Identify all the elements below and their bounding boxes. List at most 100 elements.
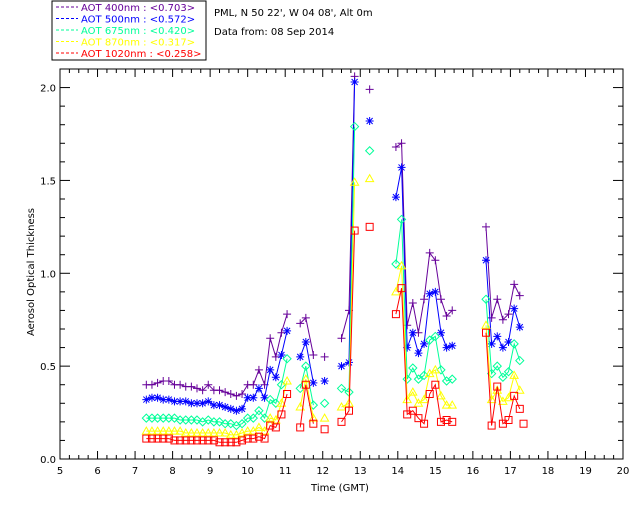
data-point (204, 436, 213, 445)
data-point (283, 310, 292, 319)
data-point (164, 434, 173, 443)
data-point (296, 352, 305, 361)
data-point (238, 436, 247, 445)
series-line (299, 384, 314, 428)
data-point (309, 351, 318, 359)
x-tick-label: 10 (241, 466, 254, 477)
series-2 (141, 121, 525, 431)
data-point (424, 335, 435, 345)
series-1 (142, 78, 524, 415)
data-point (271, 398, 281, 408)
data-point (345, 358, 354, 367)
data-point (226, 390, 235, 398)
data-point (170, 397, 179, 406)
data-point (296, 423, 305, 432)
data-point (509, 339, 519, 349)
data-point (436, 328, 445, 337)
data-point (402, 374, 412, 384)
data-point (309, 378, 318, 387)
data-point (153, 393, 162, 402)
data-point (413, 374, 424, 384)
x-tick-label: 11 (279, 466, 292, 477)
data-point (254, 406, 264, 416)
data-point (493, 295, 502, 304)
data-point (169, 413, 180, 423)
plot-frame (59, 68, 624, 460)
data-point (336, 401, 347, 411)
legend-entry: AOT 400nm : <0.703> (81, 3, 195, 14)
data-point (349, 177, 360, 186)
data-point (436, 390, 446, 400)
data-point (282, 375, 292, 385)
data-point (482, 328, 491, 337)
series-line (146, 393, 288, 443)
data-point (481, 320, 491, 329)
data-point (209, 436, 218, 445)
data-point (225, 429, 236, 439)
data-point (170, 436, 179, 445)
data-point (300, 374, 311, 383)
data-point (447, 374, 457, 384)
data-point (221, 403, 230, 411)
data-point (320, 352, 329, 361)
data-point (515, 323, 524, 332)
data-point (204, 380, 213, 389)
data-point (214, 417, 225, 427)
data-point (482, 222, 491, 231)
data-point (493, 332, 502, 341)
data-point (147, 380, 156, 389)
data-point (242, 426, 253, 435)
data-point (448, 417, 457, 426)
data-point (365, 85, 374, 94)
data-point (397, 139, 406, 148)
data-point (448, 306, 457, 315)
data-point (391, 259, 401, 269)
data-point (232, 391, 241, 400)
data-point (487, 421, 496, 430)
data-point (277, 410, 286, 419)
data-point (504, 338, 513, 346)
data-point (259, 426, 270, 435)
data-point (487, 313, 496, 322)
data-point (186, 427, 197, 437)
x-tick-label: 14 (391, 466, 404, 477)
data-point (402, 394, 413, 404)
data-point (215, 386, 224, 395)
data-point (419, 394, 429, 404)
data-point (220, 427, 231, 437)
x-tick-label: 5 (57, 466, 63, 477)
x-tick-label: 7 (132, 466, 138, 477)
data-point (203, 427, 214, 437)
data-point (204, 397, 213, 406)
x-axis: 5 6 7 8 9 10 11 12 13 14 15 16 17 18 19 20 (57, 69, 629, 477)
data-point (164, 377, 173, 385)
data-point (407, 387, 418, 396)
data-point (486, 368, 497, 379)
data-point (319, 413, 330, 422)
data-point (226, 438, 235, 447)
data-point (504, 416, 513, 424)
data-point (232, 406, 241, 415)
data-point (498, 343, 507, 352)
data-point (277, 328, 286, 337)
data-point (260, 434, 269, 443)
data-point (364, 146, 375, 156)
x-tick-label: 13 (354, 466, 367, 477)
data-point (147, 434, 156, 443)
data-point (163, 426, 174, 435)
data-point (436, 295, 445, 304)
y-tick-label: 1.5 (40, 176, 56, 187)
data-point (414, 414, 423, 423)
data-point (147, 393, 156, 402)
data-point (519, 419, 528, 428)
data-point (249, 393, 258, 402)
data-point (192, 436, 201, 445)
data-point (408, 328, 417, 337)
data-point (403, 343, 412, 352)
data-point (320, 377, 329, 385)
data-point (436, 417, 445, 426)
data-point (442, 312, 451, 320)
data-point (209, 427, 219, 437)
data-point (187, 436, 196, 445)
